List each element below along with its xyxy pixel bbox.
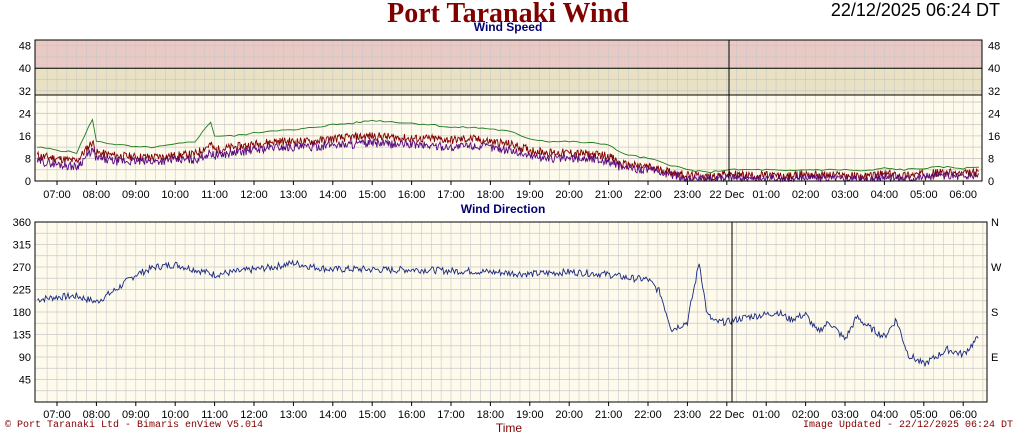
direction-xtick-label: 01:00 — [752, 409, 780, 421]
speed-ytick-label-left: 40 — [19, 63, 31, 75]
direction-xtick-label: 02:00 — [792, 409, 820, 421]
direction-ytick-label: 135 — [13, 330, 31, 342]
direction-xtick-label: 08:00 — [83, 409, 111, 421]
speed-xtick-label: 17:00 — [437, 189, 465, 201]
wind-speed-panel: 0 0 8 8 16 16 24 24 32 32 40 40 48 48 07:00 08:00 09:00… — [19, 20, 1001, 201]
direction-xtick-label: 03:00 — [831, 409, 859, 421]
direction-xtick-label: 21:00 — [595, 409, 623, 421]
speed-ytick-label-right: 40 — [988, 63, 1000, 75]
direction-xtick-label: 09:00 — [122, 409, 150, 421]
speed-xtick-label: 22 Dec — [709, 189, 744, 201]
direction-xtick-label: 13:00 — [280, 409, 308, 421]
direction-ytick-label: 180 — [13, 307, 31, 319]
direction-xtick-label: 04:00 — [871, 409, 899, 421]
direction-ytick-label: 225 — [13, 285, 31, 297]
direction-xtick-label: 18:00 — [477, 409, 505, 421]
speed-xtick-label: 12:00 — [240, 189, 268, 201]
direction-ytick-label: 360 — [13, 217, 31, 229]
direction-panel-title: Wind Direction — [461, 202, 546, 216]
speed-ytick-label-left: 32 — [19, 86, 31, 98]
direction-xtick-label: 05:00 — [910, 409, 938, 421]
wind-direction-panel: 45 90 135 180 225 270 315 360 N W S E 07:00 08:00 09:… — [13, 202, 1002, 421]
direction-xtick-label: 11:00 — [201, 409, 228, 421]
footer-axis-label: Time — [496, 421, 523, 435]
speed-xtick-label: 02:00 — [792, 189, 820, 201]
speed-xtick-label: 22:00 — [634, 189, 662, 201]
footer-image-updated: Image Updated - 22/12/2025 06:24 DT — [803, 419, 1013, 431]
direction-ytick-label: 90 — [19, 352, 31, 364]
direction-xtick-label: 15:00 — [358, 409, 386, 421]
direction-xtick-label: 14:00 — [319, 409, 347, 421]
compass-label: E — [991, 352, 998, 364]
speed-ytick-label-left: 8 — [25, 153, 31, 165]
speed-xtick-label: 21:00 — [595, 189, 623, 201]
speed-xtick-label: 16:00 — [398, 189, 426, 201]
speed-ytick-label-left: 48 — [19, 41, 31, 53]
compass-label: N — [991, 217, 999, 229]
speed-ytick-label-left: 0 — [25, 176, 31, 188]
speed-ytick-label-left: 16 — [19, 131, 31, 143]
speed-ytick-label-right: 32 — [988, 86, 1000, 98]
direction-xtick-label: 23:00 — [674, 409, 702, 421]
speed-ytick-label-left: 24 — [19, 108, 31, 120]
speed-series-gust — [37, 118, 980, 174]
direction-series-line — [37, 259, 979, 367]
compass-label: W — [991, 262, 1002, 274]
speed-series-mean — [36, 131, 979, 182]
direction-ytick-label: 315 — [13, 240, 31, 252]
speed-xtick-label: 23:00 — [674, 189, 702, 201]
direction-xtick-label: 20:00 — [555, 409, 583, 421]
speed-xtick-label: 11:00 — [201, 189, 228, 201]
direction-xtick-label: 22:00 — [634, 409, 662, 421]
speed-xtick-label: 07:00 — [43, 189, 71, 201]
speed-xtick-label: 05:00 — [910, 189, 938, 201]
speed-xtick-label: 19:00 — [516, 189, 544, 201]
chart-title: Port Taranaki Wind — [387, 0, 629, 29]
direction-xtick-label: 07:00 — [43, 409, 71, 421]
timestamp: 22/12/2025 06:24 DT — [831, 0, 1000, 20]
speed-series-lull — [36, 137, 979, 183]
speed-xtick-label: 18:00 — [477, 189, 505, 201]
compass-label: S — [991, 307, 998, 319]
direction-plot-frame — [34, 221, 988, 403]
speed-ytick-label-right: 0 — [988, 176, 994, 188]
direction-xtick-label: 19:00 — [516, 409, 544, 421]
direction-xtick-label: 22 Dec — [709, 409, 744, 421]
direction-ytick-label: 270 — [13, 262, 31, 274]
direction-xtick-label: 17:00 — [437, 409, 465, 421]
speed-xtick-label: 20:00 — [555, 189, 583, 201]
speed-xtick-label: 10:00 — [161, 189, 189, 201]
speed-xtick-label: 01:00 — [752, 189, 780, 201]
speed-xtick-label: 06:00 — [949, 189, 977, 201]
speed-xtick-label: 04:00 — [871, 189, 899, 201]
speed-ytick-label-right: 16 — [988, 131, 1000, 143]
direction-xtick-label: 10:00 — [161, 409, 189, 421]
speed-xtick-label: 14:00 — [319, 189, 347, 201]
speed-xtick-label: 08:00 — [83, 189, 111, 201]
speed-xtick-label: 13:00 — [280, 189, 308, 201]
speed-panel-title: Wind Speed — [474, 20, 543, 34]
speed-band-red — [35, 40, 982, 69]
speed-ytick-label-right: 24 — [988, 108, 1000, 120]
speed-ytick-label-right: 48 — [988, 41, 1000, 53]
speed-ytick-label-right: 8 — [988, 153, 994, 165]
footer-copyright: © Port Taranaki Ltd - Bimaris enView V5.… — [5, 419, 263, 431]
speed-plot-frame — [34, 39, 983, 182]
direction-ytick-label: 45 — [19, 375, 31, 387]
speed-xtick-label: 09:00 — [122, 189, 150, 201]
direction-xtick-label: 06:00 — [949, 409, 977, 421]
speed-xtick-label: 03:00 — [831, 189, 859, 201]
direction-xtick-label: 16:00 — [398, 409, 426, 421]
direction-xtick-label: 12:00 — [240, 409, 268, 421]
speed-xtick-label: 15:00 — [358, 189, 386, 201]
